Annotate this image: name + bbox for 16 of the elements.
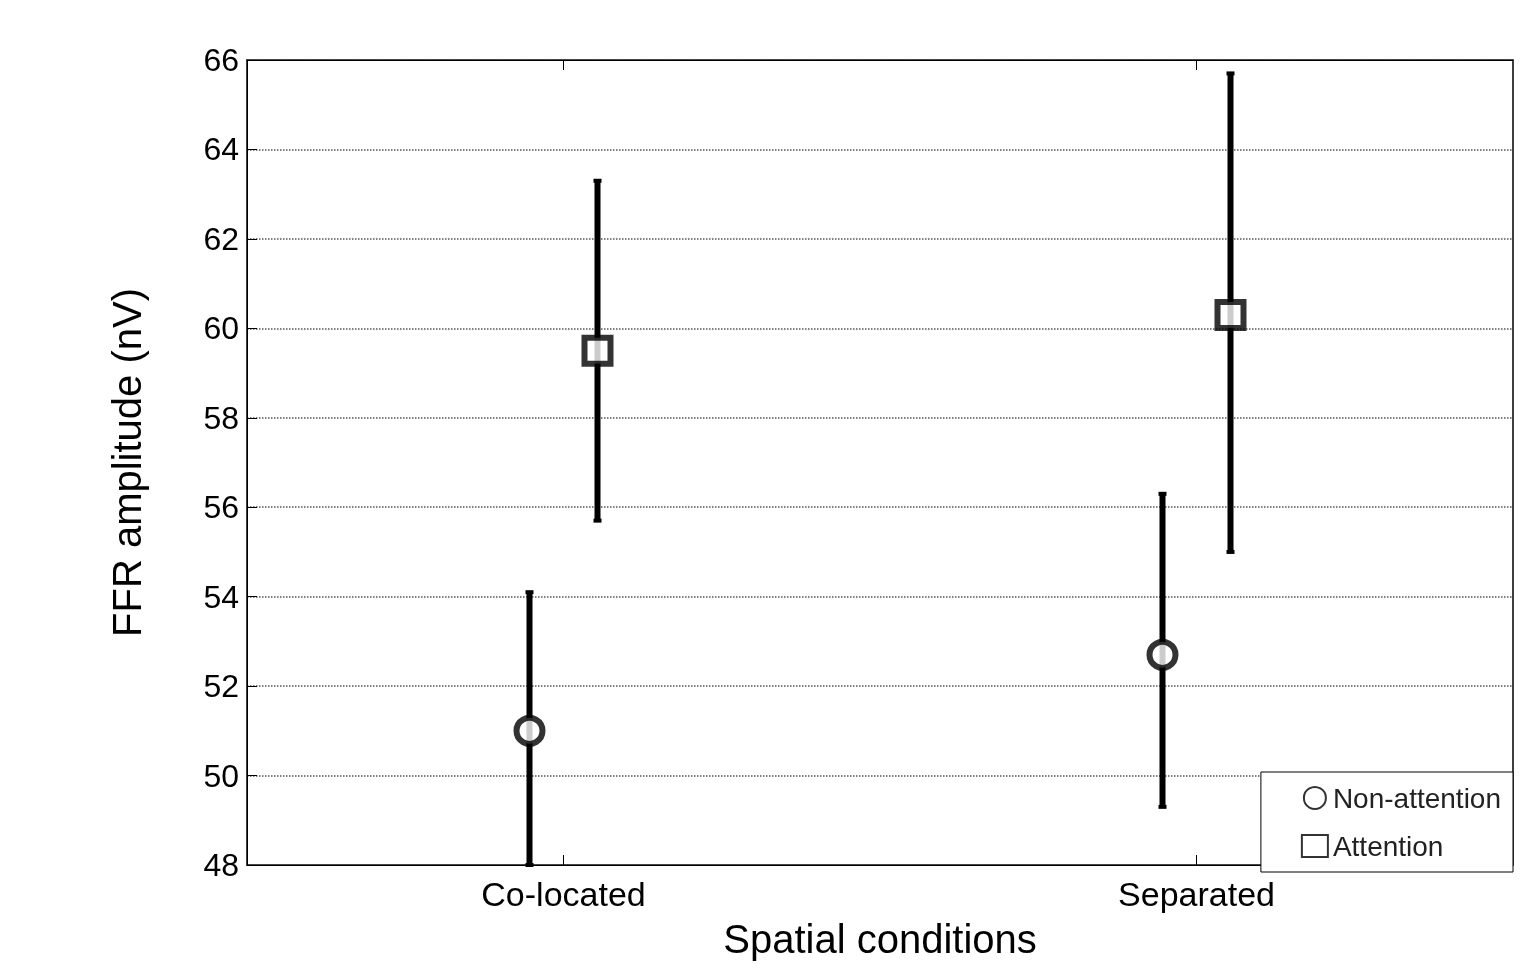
y-tick-label: 62 <box>203 220 239 257</box>
y-tick-label: 64 <box>203 131 239 168</box>
y-axis-title: FFR amplitude (nV) <box>105 288 149 637</box>
y-tick-label: 54 <box>203 578 239 615</box>
x-tick-label: Separated <box>1118 875 1275 913</box>
y-tick-label: 48 <box>203 847 239 883</box>
y-tick-label: 66 <box>203 42 239 78</box>
legend-label: Non-attention <box>1332 782 1501 814</box>
y-tick-label: 60 <box>203 310 239 347</box>
y-tick-label: 58 <box>203 399 239 436</box>
x-tick-label: Co-located <box>481 875 646 913</box>
legend-label: Attention <box>1332 830 1444 862</box>
y-tick-label: 50 <box>203 757 239 794</box>
y-tick-label: 52 <box>203 668 239 705</box>
y-tick-label: 56 <box>203 489 239 526</box>
x-axis-title: Spatial conditions <box>723 917 1037 961</box>
